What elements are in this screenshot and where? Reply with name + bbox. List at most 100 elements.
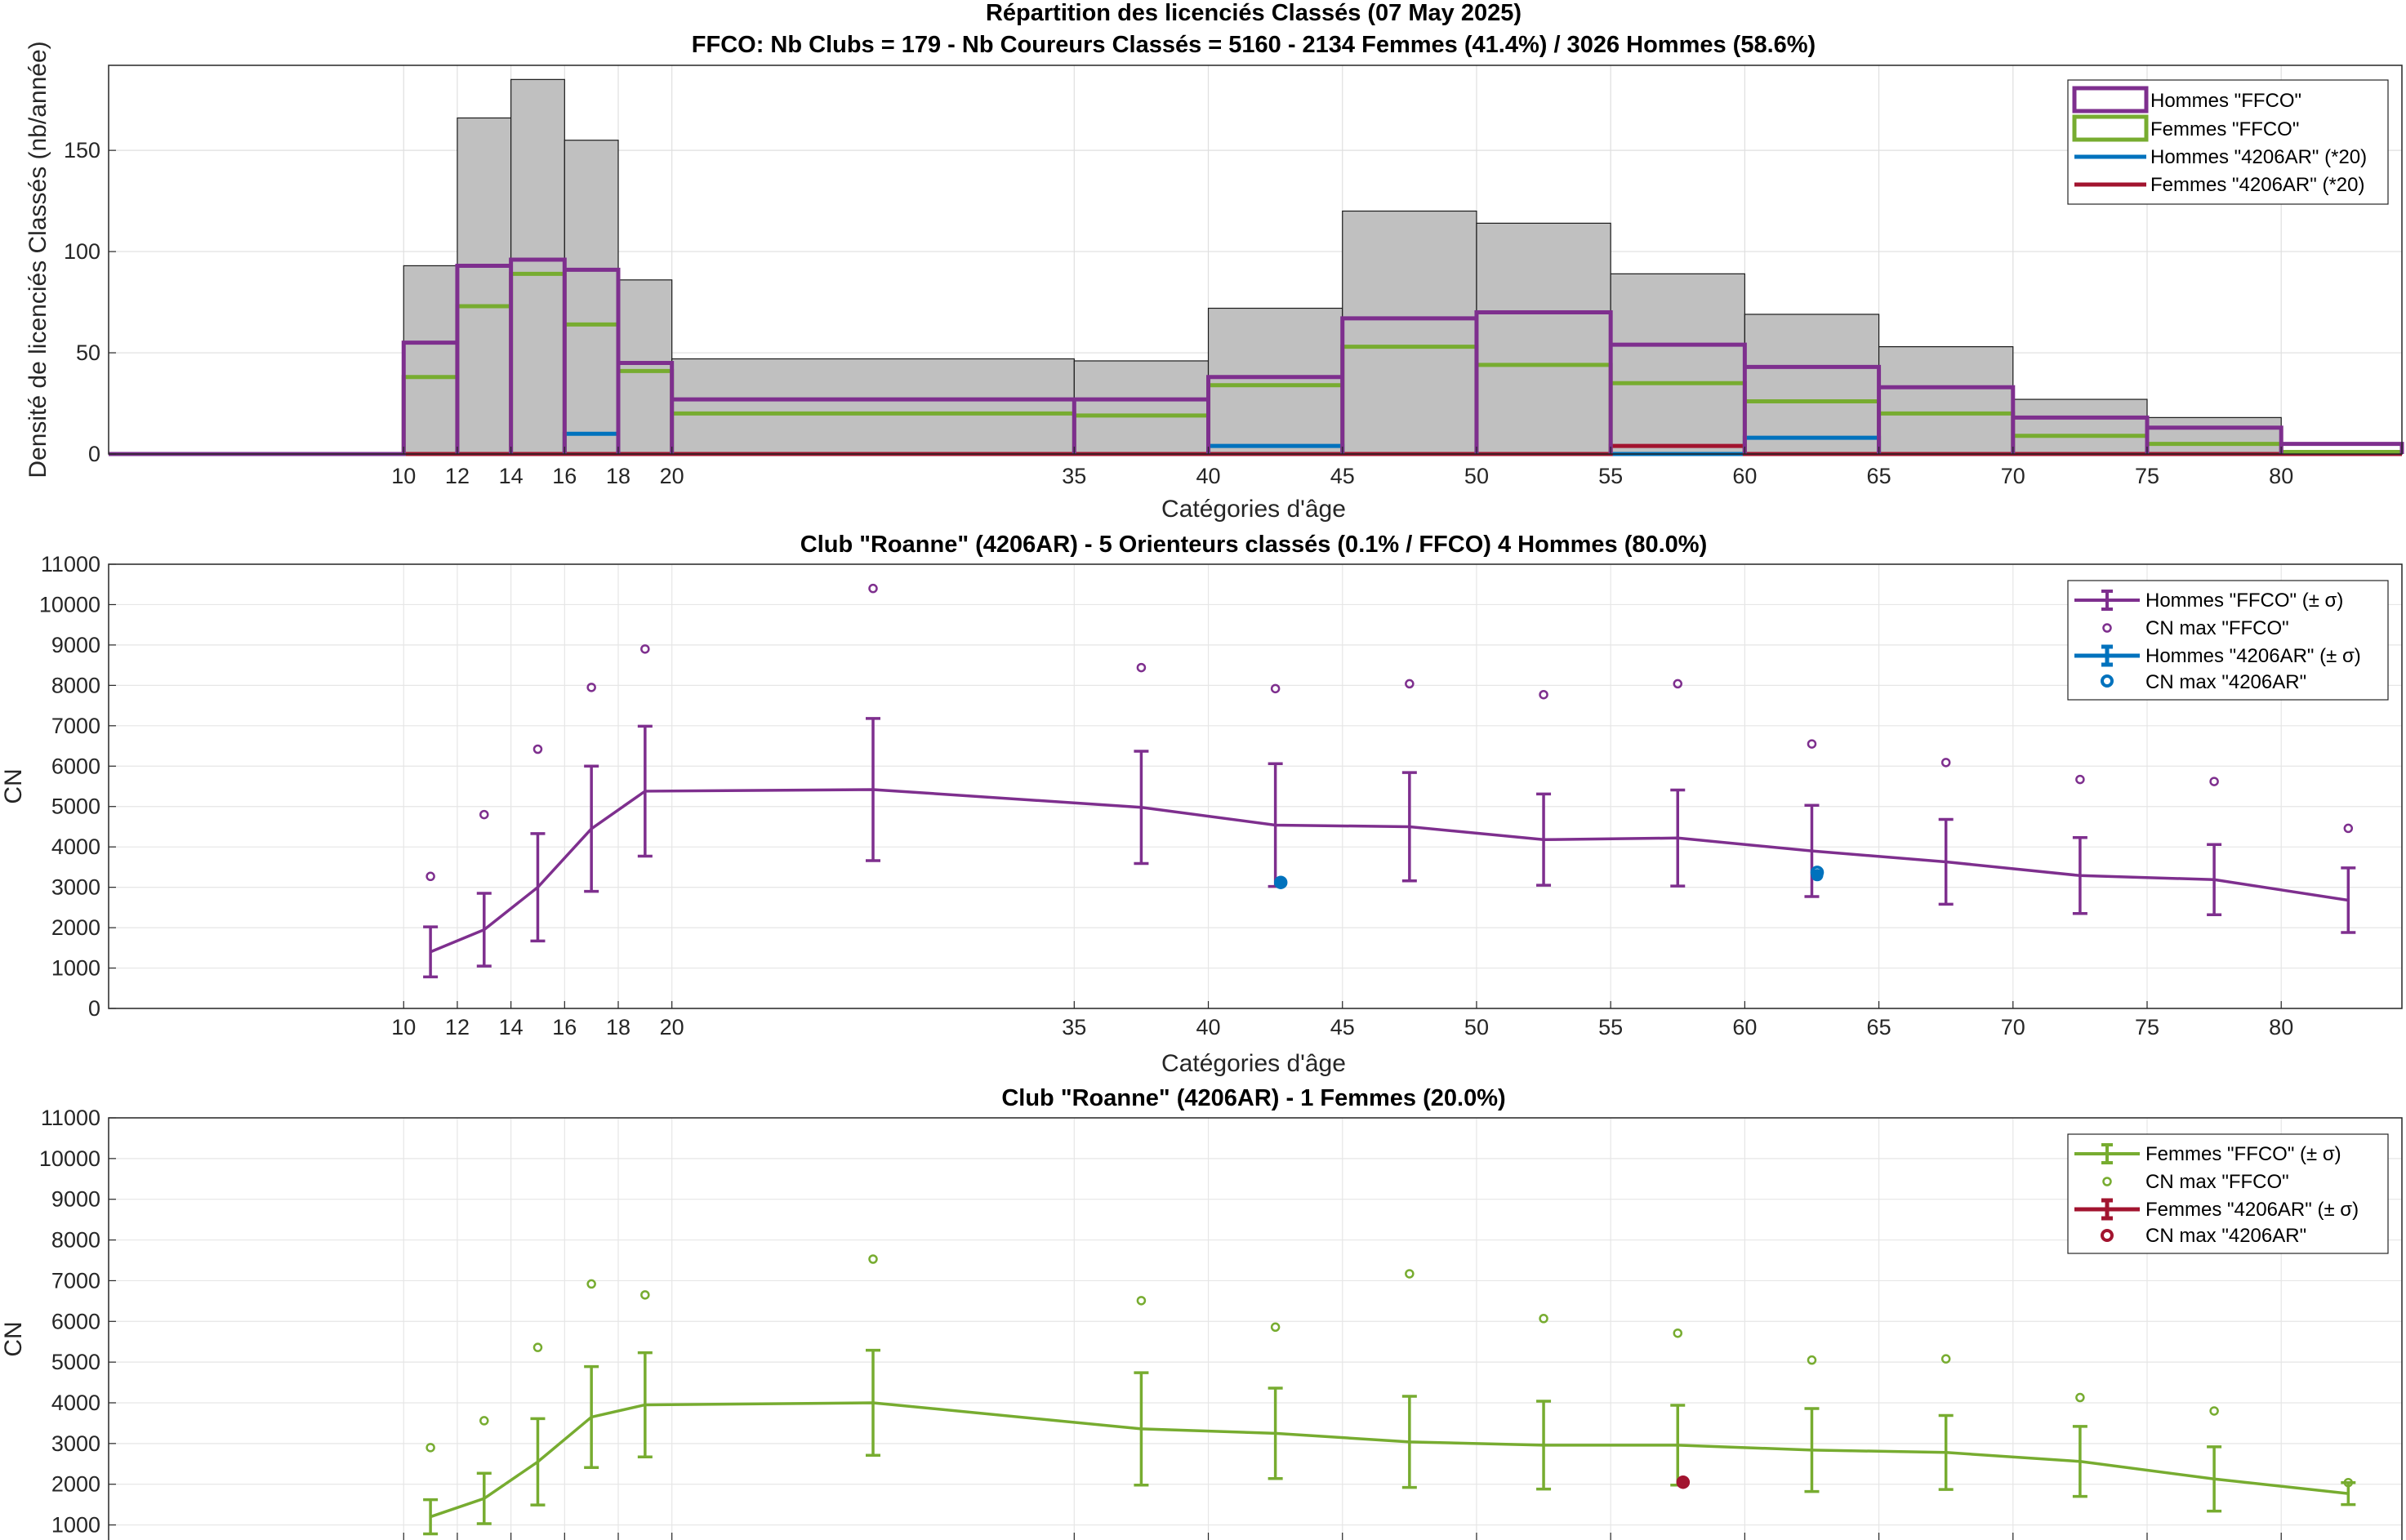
x-tick-label: 55 xyxy=(1598,464,1623,488)
cn-max-point xyxy=(2075,1392,2085,1403)
y-tick-label: 7000 xyxy=(51,1268,100,1293)
y-tick-label: 4000 xyxy=(51,835,100,859)
cn-max-point xyxy=(479,1416,489,1426)
femmes-panel-title: Club "Roanne" (4206AR) - 1 Femmes (20.0%… xyxy=(1001,1085,1505,1111)
y-tick-label: 7000 xyxy=(51,714,100,738)
histogram-bar xyxy=(1476,222,1611,455)
x-tick-label: 70 xyxy=(2001,1015,2025,1039)
legend-marker-cnmax-ffco xyxy=(2102,1177,2112,1186)
histogram-panel: Répartition des licenciés Classés (07 Ma… xyxy=(25,0,2404,523)
cn-max-point xyxy=(868,583,878,594)
histogram-legend: Hommes "FFCO" Femmes "FFCO" Hommes "4206… xyxy=(2067,79,2389,205)
y-tick-label: 0 xyxy=(88,442,100,466)
hommes-axes-box xyxy=(108,563,2403,1009)
legend-label-cnmax-ffco: CN max "FFCO" xyxy=(2145,1171,2289,1193)
legend-label-hommes-ffco: Hommes "FFCO" (± σ) xyxy=(2145,590,2343,612)
cn-max-point xyxy=(640,644,650,654)
histogram-bar xyxy=(457,117,512,455)
legend-label-hommes-club: Hommes "4206AR" (± σ) xyxy=(2145,645,2361,667)
cn-max-point xyxy=(2343,823,2354,834)
x-tick-label: 10 xyxy=(391,1015,416,1039)
x-tick-label: 40 xyxy=(1196,464,1221,488)
hommes-legend: Hommes "FFCO" (± σ) CN max "FFCO" Hommes… xyxy=(2067,580,2389,701)
x-tick-label: 45 xyxy=(1330,464,1355,488)
x-tick-label: 75 xyxy=(2135,464,2159,488)
hommes-panel-title: Club "Roanne" (4206AR) - 5 Orienteurs cl… xyxy=(800,532,1708,558)
x-tick-label: 16 xyxy=(552,464,577,488)
x-tick-label: 18 xyxy=(606,1015,630,1039)
cn-max-point xyxy=(1539,689,1548,700)
x-tick-label: 14 xyxy=(499,464,524,488)
cn-max-point xyxy=(1270,1322,1281,1333)
x-tick-label: 35 xyxy=(1062,1015,1086,1039)
legend-label-cnmax-club: CN max "4206AR" xyxy=(2145,1225,2306,1247)
y-tick-label: 3000 xyxy=(51,1431,100,1456)
cn-max-point xyxy=(532,1342,543,1352)
x-tick-label: 35 xyxy=(1062,464,1086,488)
x-tick-label: 65 xyxy=(1867,1015,1891,1039)
cn-max-point xyxy=(1673,679,1683,689)
y-tick-label: 5000 xyxy=(51,794,100,819)
y-tick-label: 10000 xyxy=(39,1146,100,1171)
y-tick-label: 150 xyxy=(64,138,100,162)
x-tick-label: 45 xyxy=(1330,1015,1355,1039)
legend-label-femmes-club: Femmes "4206AR" (± σ) xyxy=(2145,1199,2359,1221)
x-tick-label: 55 xyxy=(1598,1015,1623,1039)
cn-max-point xyxy=(1940,1354,1951,1364)
y-tick-label: 2000 xyxy=(51,1472,100,1497)
femmes-axes-box xyxy=(108,1117,2403,1540)
y-tick-label: 1000 xyxy=(51,1513,100,1538)
cn-max-point xyxy=(1807,1355,1817,1365)
histogram-bar xyxy=(510,78,565,455)
histogram-title: Répartition des licenciés Classés (07 Ma… xyxy=(986,0,1522,26)
y-tick-label: 9000 xyxy=(51,633,100,657)
histogram-bar xyxy=(1073,360,1210,455)
y-tick-label: 9000 xyxy=(51,1187,100,1212)
x-tick-label: 50 xyxy=(1464,464,1489,488)
y-tick-label: 6000 xyxy=(51,1309,100,1333)
x-tick-label: 80 xyxy=(2269,464,2293,488)
hommes-cn-panel: Club "Roanne" (4206AR) - 5 Orienteurs cl… xyxy=(0,532,2403,1077)
cn-max-point xyxy=(1405,1269,1415,1279)
histogram-subtitle: FFCO: Nb Clubs = 179 - Nb Coureurs Class… xyxy=(692,32,1816,58)
cn-max-point xyxy=(1940,758,1951,768)
legend-label-cnmax-ffco: CN max "FFCO" xyxy=(2145,617,2289,639)
series-line-hommes xyxy=(109,257,2404,456)
histogram-x-axis-label: Catégories d'âge xyxy=(1161,496,1346,523)
cn-max-point xyxy=(586,1279,596,1289)
x-tick-label: 60 xyxy=(1732,1015,1757,1039)
y-tick-label: 100 xyxy=(64,239,100,264)
y-tick-label: 3000 xyxy=(51,875,100,900)
club-cn-max-point xyxy=(1273,875,1288,889)
cn-max-point xyxy=(1136,1296,1147,1306)
legend-label-femmes-ffco: Femmes "FFCO" xyxy=(2150,118,2299,140)
x-tick-label: 80 xyxy=(2269,1015,2293,1039)
legend-swatch-femmes-ffco xyxy=(2072,114,2149,142)
cn-max-point xyxy=(2075,774,2085,785)
x-tick-label: 65 xyxy=(1867,464,1891,488)
legend-marker-cnmax-ffco xyxy=(2102,623,2112,633)
x-tick-label: 70 xyxy=(2001,464,2025,488)
y-tick-label: 50 xyxy=(76,340,100,365)
cn-max-point xyxy=(1270,683,1281,694)
y-tick-label: 8000 xyxy=(51,673,100,697)
y-tick-label: 0 xyxy=(88,996,100,1021)
legend-swatch-hommes-ffco xyxy=(2072,86,2149,113)
cn-max-point xyxy=(2209,1406,2219,1416)
x-tick-label: 50 xyxy=(1464,1015,1489,1039)
club-cn-max-point xyxy=(1810,866,1825,879)
histogram-bar xyxy=(1207,307,1343,455)
x-tick-label: 20 xyxy=(660,1015,684,1039)
hommes-y-axis-label: CN xyxy=(0,768,27,803)
cn-max-point xyxy=(2343,1477,2354,1488)
histogram-ticks: 10 12 14 16 18 20 35 40 45 50 55 60 65 70 75 80 0 50 100 15… xyxy=(64,138,2293,488)
cn-max-point xyxy=(640,1290,650,1300)
histogram-bar xyxy=(617,279,673,455)
cn-max-point xyxy=(1405,679,1415,689)
x-tick-label: 16 xyxy=(552,1015,577,1039)
legend-marker-cnmax-club xyxy=(2101,674,2114,688)
legend-label-hommes-ffco: Hommes "FFCO" xyxy=(2150,90,2301,112)
cn-max-point xyxy=(1136,662,1147,673)
x-tick-label: 14 xyxy=(499,1015,524,1039)
cn-max-point xyxy=(426,1443,435,1453)
